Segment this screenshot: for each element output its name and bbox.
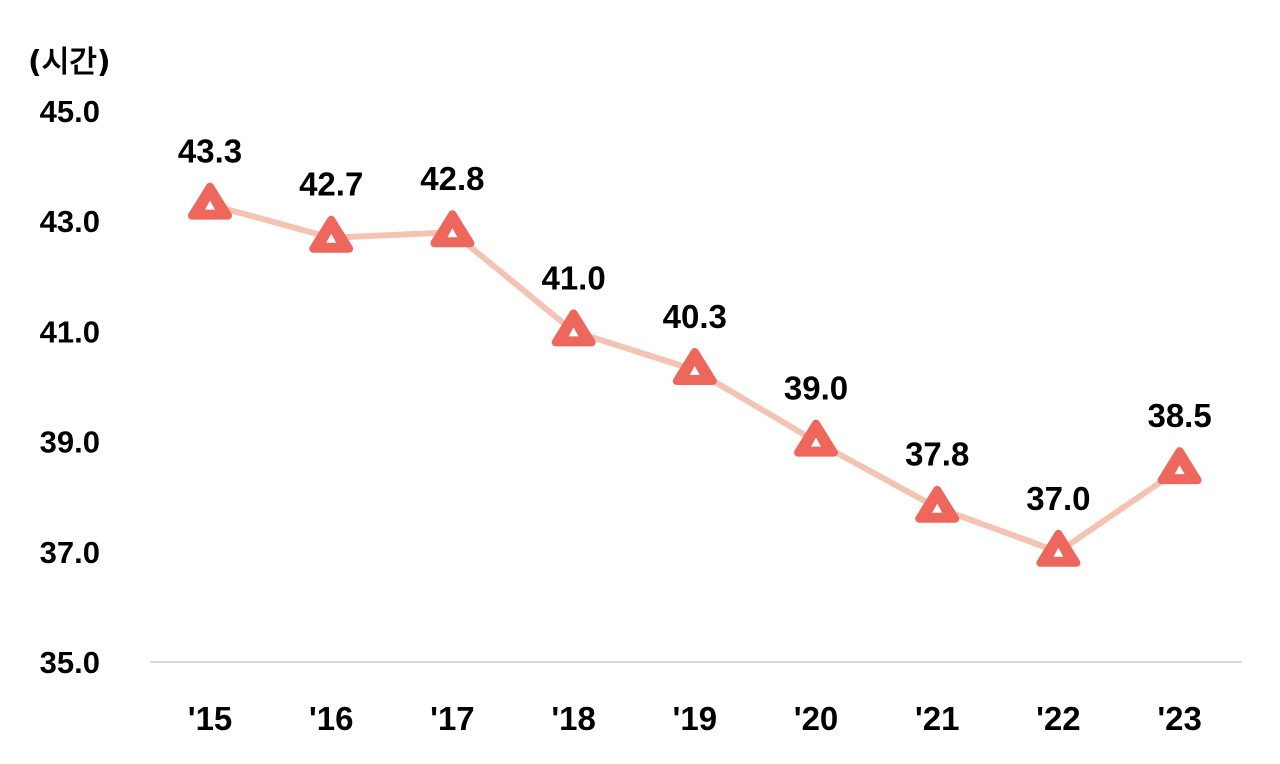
x-tick-label: '23	[1157, 700, 1202, 737]
data-label: 43.3	[178, 133, 242, 170]
data-label: 41.0	[541, 259, 605, 296]
x-tick-label: '17	[430, 700, 475, 737]
data-point-marker	[309, 215, 354, 253]
x-tick-label: '16	[309, 700, 354, 737]
y-axis-ticks: 45.0 43.0 41.0 39.0 37.0 35.0	[40, 94, 100, 680]
series-markers	[188, 182, 1202, 567]
y-tick-label: 45.0	[40, 94, 100, 129]
data-label: 42.8	[420, 160, 484, 197]
x-tick-label: '22	[1036, 700, 1081, 737]
y-tick-label: 35.0	[40, 645, 100, 680]
data-point-marker	[188, 182, 232, 220]
data-label: 37.0	[1026, 480, 1090, 517]
y-tick-label: 41.0	[40, 314, 100, 349]
data-point-marker	[430, 210, 475, 248]
data-point-marker	[915, 485, 960, 523]
data-label: 40.3	[663, 298, 727, 335]
x-tick-label: '15	[188, 700, 233, 737]
y-tick-label: 39.0	[40, 425, 100, 460]
data-point-marker	[794, 419, 838, 457]
data-point-marker	[1157, 447, 1202, 485]
data-point-marker	[551, 309, 596, 347]
data-label: 42.7	[299, 166, 363, 203]
data-labels: 43.3 42.7 42.8 41.0 40.3 39.0 37.8 37.0 38.5	[178, 133, 1212, 517]
data-label: 38.5	[1147, 397, 1211, 434]
x-tick-label: '19	[673, 700, 718, 737]
y-unit-label: (시간)	[28, 45, 111, 80]
y-tick-label: 43.0	[40, 204, 100, 239]
data-point-marker	[672, 347, 717, 385]
data-point-marker	[1036, 529, 1081, 567]
data-label: 39.0	[784, 370, 848, 407]
x-axis-ticks: '15 '16 '17 '18 '19 '20 '21 '22 '23	[188, 700, 1202, 737]
y-tick-label: 37.0	[40, 535, 100, 570]
data-label: 37.8	[905, 436, 969, 473]
x-tick-label: '21	[915, 700, 960, 737]
x-tick-label: '18	[551, 700, 596, 737]
x-tick-label: '20	[794, 700, 839, 737]
